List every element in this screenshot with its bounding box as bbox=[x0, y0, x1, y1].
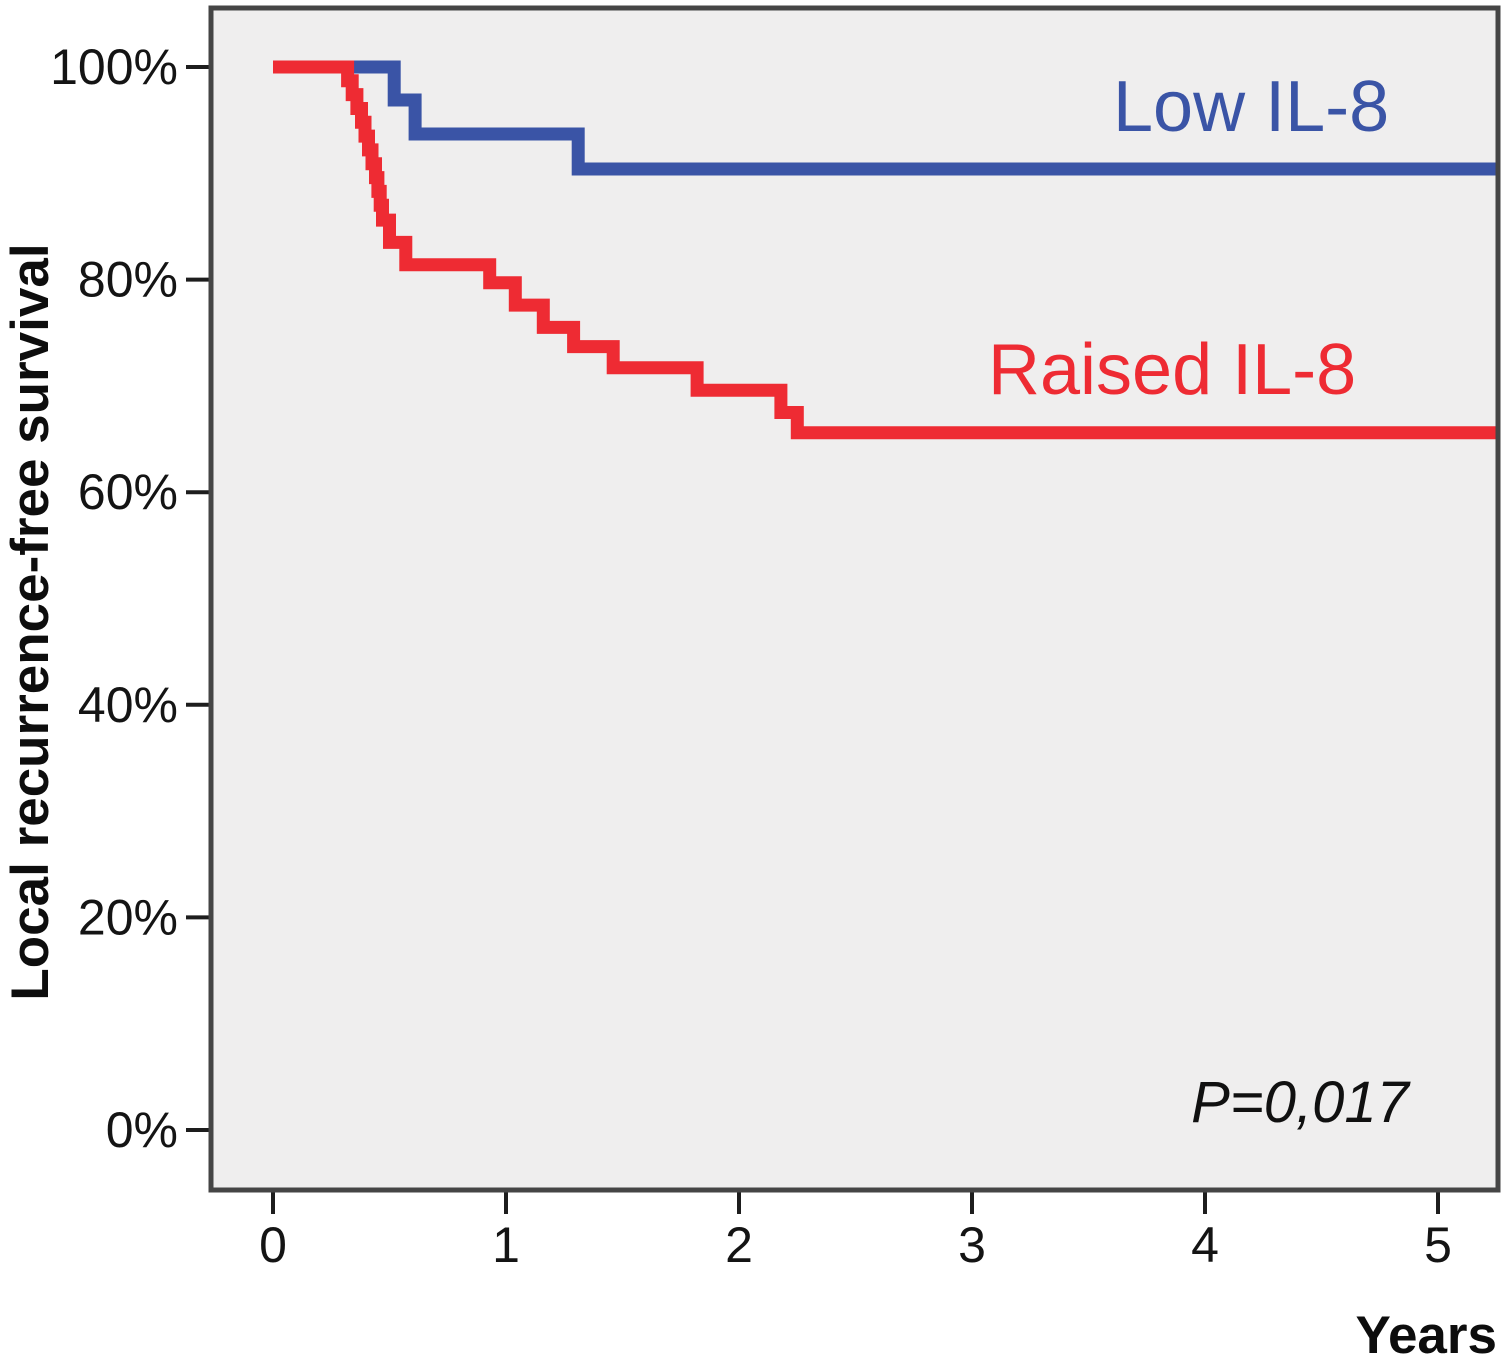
y-tick-label: 60% bbox=[78, 464, 178, 520]
x-tick-label: 4 bbox=[1191, 1217, 1219, 1273]
y-tick-label: 100% bbox=[50, 39, 178, 95]
x-tick-label: 3 bbox=[958, 1217, 986, 1273]
y-tick-label: 20% bbox=[78, 889, 178, 945]
x-tick-label: 5 bbox=[1424, 1217, 1452, 1273]
x-tick-label: 2 bbox=[725, 1217, 753, 1273]
series-line-low-il8 bbox=[273, 60, 1499, 176]
x-tick-label: 0 bbox=[259, 1217, 287, 1273]
p-value-annotation: P=0,017 bbox=[1191, 1070, 1411, 1135]
y-tick-label: 80% bbox=[78, 252, 178, 308]
y-tick-label: 0% bbox=[106, 1102, 178, 1158]
y-tick-label: 40% bbox=[78, 677, 178, 733]
series-label-raised-il8: Raised IL-8 bbox=[988, 330, 1356, 410]
plot-frame bbox=[208, 5, 1501, 1193]
plot-background bbox=[211, 8, 1498, 1190]
y-axis-title: Local recurrence-free survival bbox=[1, 243, 60, 1000]
y-axis-ticks: 100% 80% 60% 40% 20% 0% bbox=[50, 39, 211, 1158]
series-line-raised-il8 bbox=[273, 60, 1499, 440]
x-axis-ticks: 0 1 2 3 4 5 bbox=[259, 1190, 1452, 1273]
series-label-low-il8: Low IL-8 bbox=[1113, 67, 1389, 147]
x-tick-label: 1 bbox=[492, 1217, 520, 1273]
x-axis-title: Years bbox=[1356, 1306, 1497, 1365]
